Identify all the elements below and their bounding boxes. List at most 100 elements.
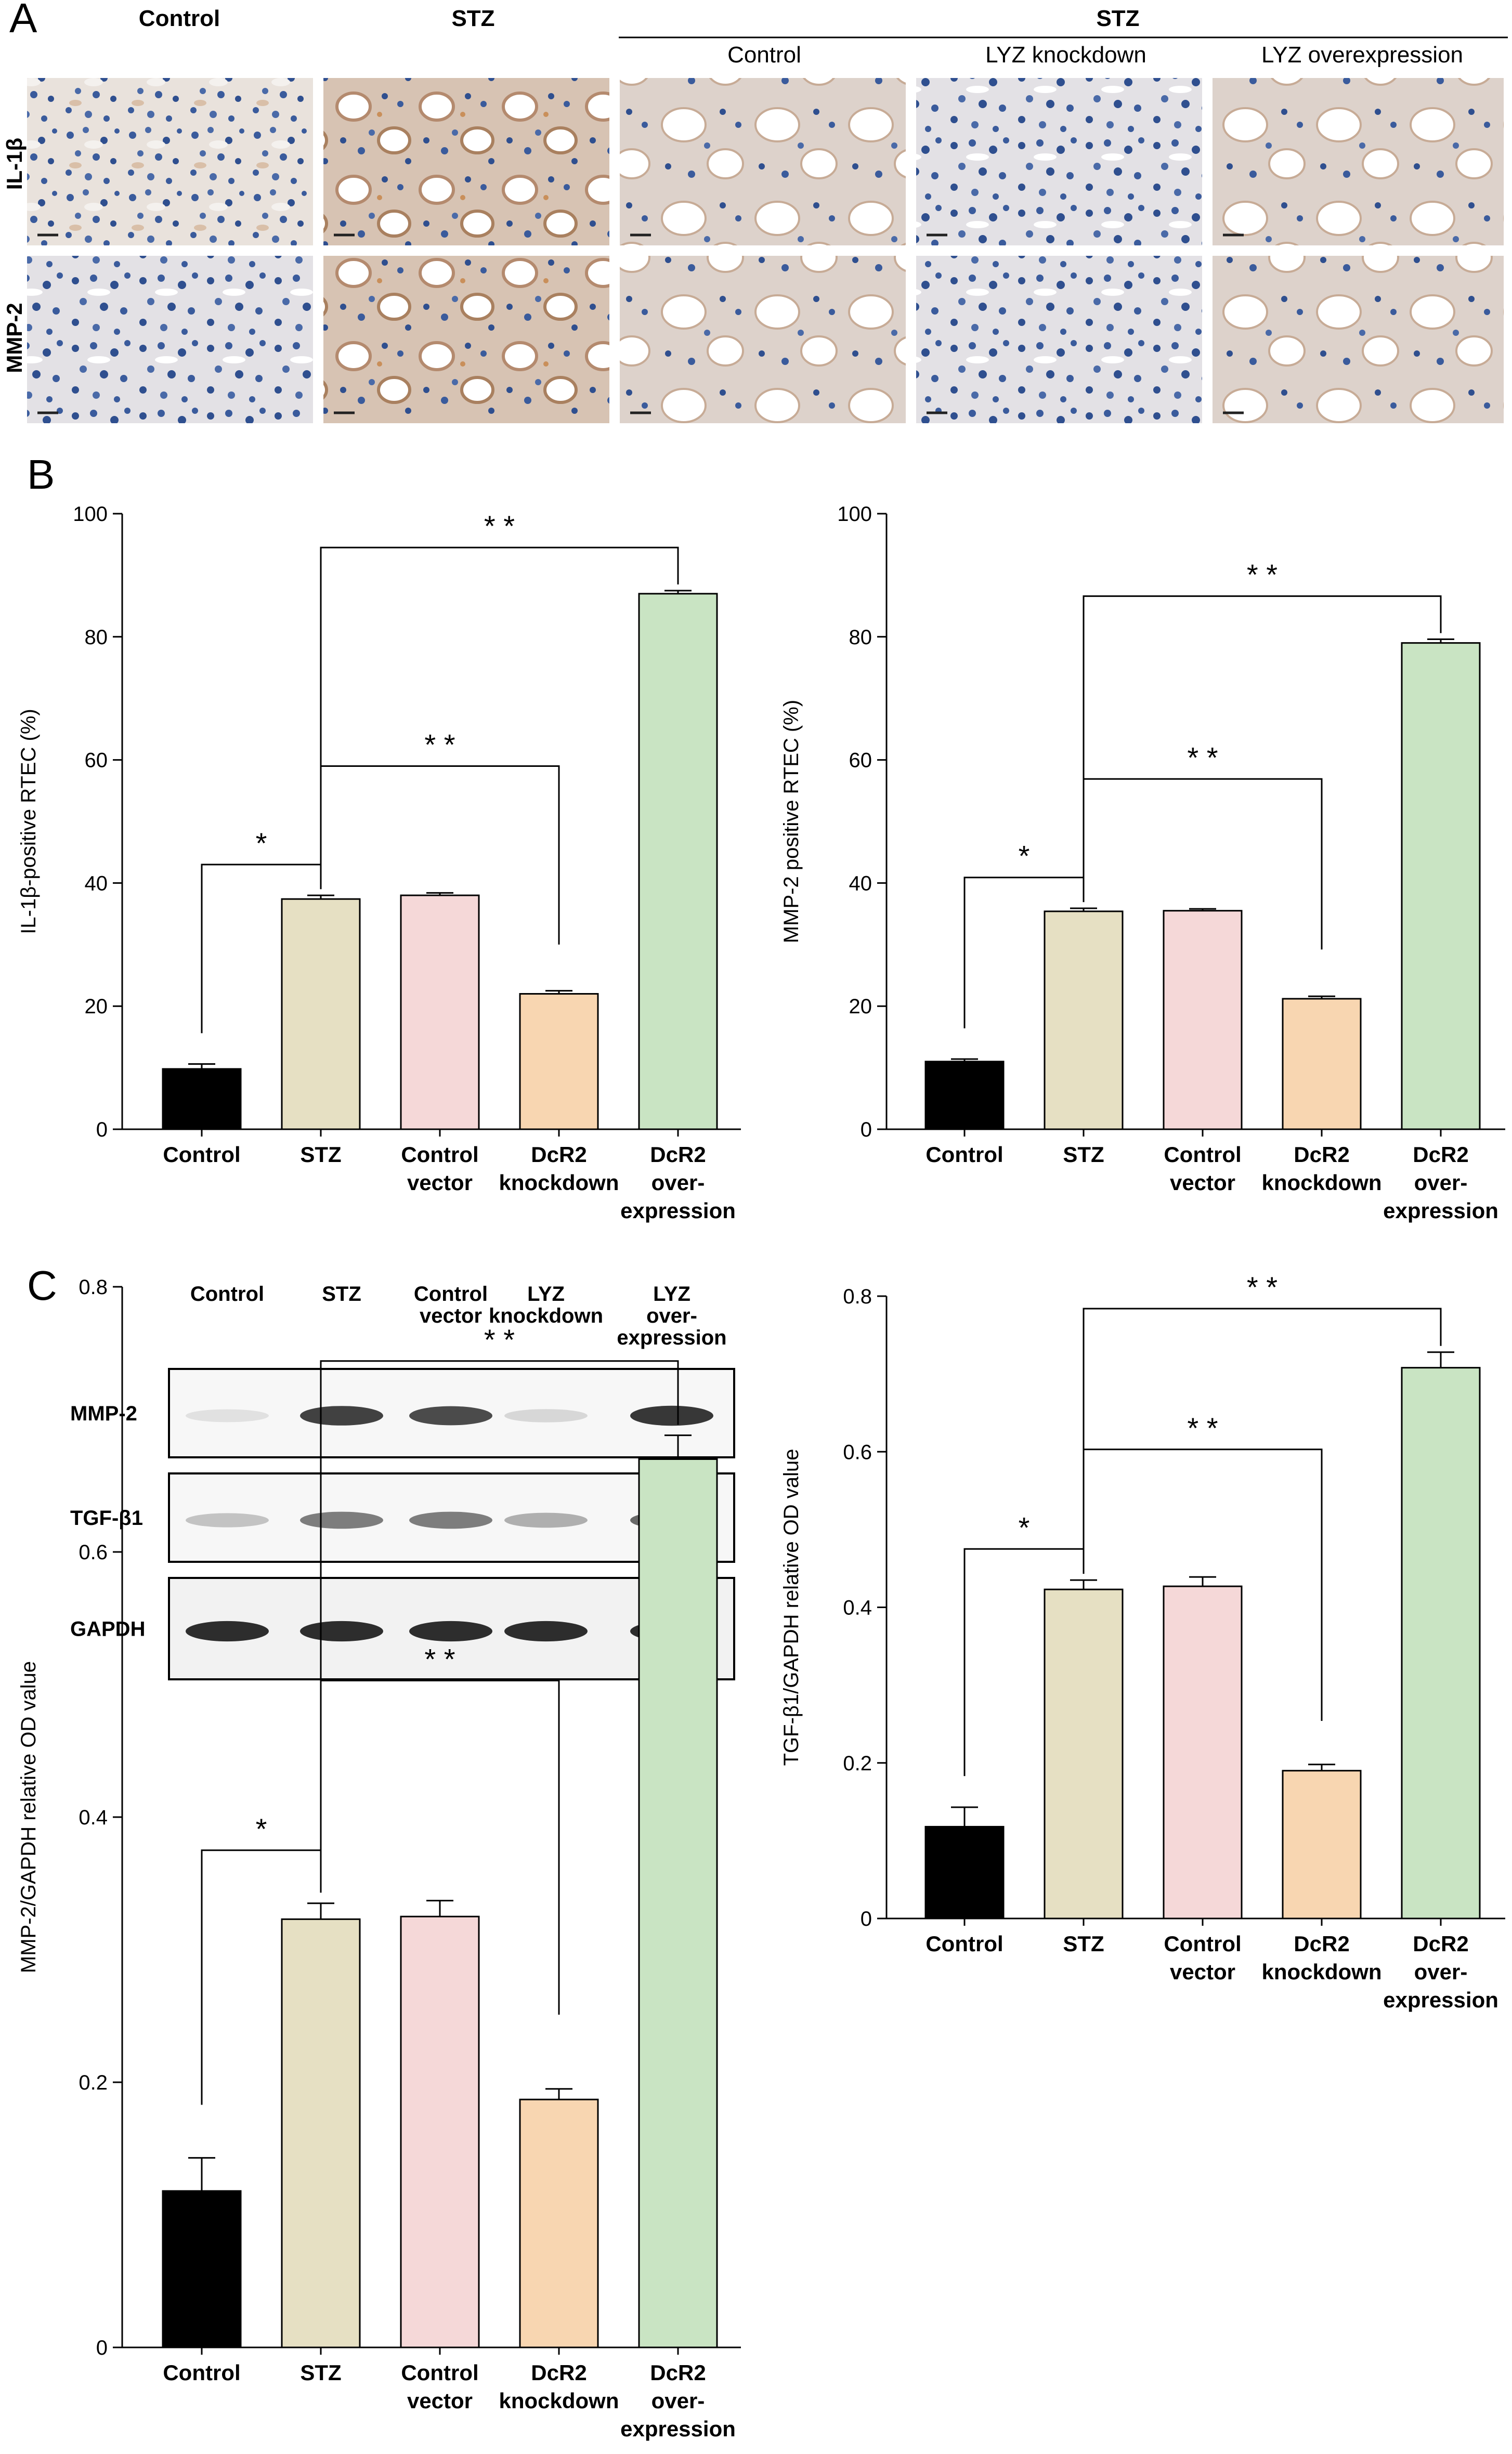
y-tick-label: 0 — [96, 1118, 108, 1141]
panel-a-subgroup-knockdown: LYZ knockdown — [985, 42, 1146, 68]
panel-letter-c: C — [27, 1262, 57, 1309]
blot-band — [300, 1511, 383, 1529]
y-axis-label: MMP-2 positive RTEC (%) — [780, 700, 803, 943]
y-tick-label: 0.6 — [843, 1441, 872, 1464]
x-tick-label: knockdown — [1261, 1170, 1381, 1195]
blot-band — [630, 1405, 713, 1426]
y-tick-label: 60 — [85, 749, 108, 772]
x-tick-label: over- — [1414, 1960, 1468, 1984]
bar — [400, 1915, 480, 2348]
micrograph-mmp2-stz — [323, 256, 609, 423]
x-tick-label: DcR2 — [1294, 1142, 1349, 1167]
y-tick-label: 0.8 — [843, 1285, 872, 1308]
panel-a-subgroup-overexpression: LYZ overexpression — [1261, 42, 1463, 68]
x-tick-label: vector — [1170, 1170, 1235, 1195]
y-tick-label: 0 — [96, 2336, 108, 2359]
blot-lane-label: knockdown — [489, 1304, 603, 1327]
panel-a-header-stz: STZ — [451, 6, 494, 31]
chart-mmp2-positive-rtec: 0 20 40 60 80 100 MMP-2 positive RTEC (%) Contr… — [780, 503, 1505, 1223]
chart-mmp2-gapdh-od: 0 0.2 0.4 0.6 0.8 MMP-2/GAPDH relative OD val… — [17, 1276, 741, 2441]
bar — [1163, 1585, 1243, 1920]
micrograph-il1b-control — [27, 78, 313, 245]
x-tick-label: over- — [651, 2388, 705, 2413]
significance-label: * — [256, 1812, 267, 1845]
x-tick-label: over- — [1414, 1170, 1468, 1195]
significance-bracket — [320, 546, 679, 865]
micrograph-il1b-lyz-overexpression — [1213, 78, 1504, 245]
x-tick-label: STZ — [300, 1142, 341, 1167]
blot-lane-label: LYZ — [527, 1283, 565, 1306]
blot-band — [504, 1512, 588, 1528]
x-tick-label: knockdown — [1261, 1960, 1381, 1984]
blot-lane-label: Control — [414, 1283, 488, 1306]
y-tick-label: 0 — [861, 1118, 872, 1141]
y-tick-label: 100 — [837, 503, 872, 526]
x-tick-label: STZ — [1063, 1931, 1104, 1956]
blot-band — [409, 1511, 492, 1529]
significance-bracket — [1083, 595, 1442, 878]
bar — [1401, 642, 1481, 1130]
x-tick-label: Control — [1164, 1931, 1241, 1956]
y-tick-label: 0.8 — [79, 1276, 108, 1299]
significance-bracket — [201, 1849, 322, 2105]
bar — [281, 898, 361, 1130]
bar — [162, 1068, 242, 1130]
x-tick-label: expression — [620, 2417, 736, 2441]
y-tick-label: 20 — [85, 995, 108, 1018]
chart-il1b-positive-rtec: 0 20 40 60 80 100 IL-1β-positive RTEC (%) Contr… — [17, 503, 741, 1223]
x-tick-label: DcR2 — [1413, 1931, 1468, 1956]
bar — [519, 2098, 599, 2348]
x-tick-label: DcR2 — [1413, 1142, 1468, 1167]
blot-protein-label: MMP-2 — [70, 1402, 137, 1425]
significance-label: * * — [1187, 1412, 1218, 1444]
y-axis-label: TGF-β1/GAPDH relative OD value — [780, 1449, 803, 1766]
micrograph-il1b-stz — [323, 78, 609, 245]
significance-label: * * — [1247, 558, 1278, 591]
y-axis-label: IL-1β-positive RTEC (%) — [17, 709, 40, 934]
significance-label: * * — [424, 1642, 455, 1675]
bar — [924, 1825, 1005, 1920]
blot-band — [409, 1406, 492, 1426]
blot-band — [186, 1621, 269, 1642]
y-tick-label: 40 — [849, 872, 872, 895]
significance-label: * * — [484, 510, 515, 542]
significance-label: * — [256, 827, 267, 859]
bar — [281, 1918, 361, 2348]
panel-a-row-label-il1b: IL-1β — [2, 138, 27, 190]
bar — [924, 1061, 1005, 1130]
blot-band — [186, 1409, 269, 1422]
y-tick-label: 0.4 — [843, 1597, 872, 1620]
micrograph-mmp2-control — [27, 256, 313, 423]
chart-tgfb1-gapdh-od: 0 0.2 0.4 0.6 0.8 TGF-β1/GAPDH relative OD va… — [780, 1271, 1505, 2012]
x-tick-label: Control — [926, 1142, 1003, 1167]
significance-label: * * — [484, 1323, 515, 1356]
x-tick-label: expression — [1383, 1198, 1498, 1223]
blot-band — [300, 1406, 383, 1426]
micrograph-mmp2-lyz-overexpression — [1213, 256, 1504, 423]
micrograph-il1b-stz-control — [620, 78, 906, 245]
x-tick-label: expression — [1383, 1988, 1498, 2012]
panel-a-header-control: Control — [139, 6, 220, 31]
y-tick-label: 100 — [73, 503, 108, 526]
bar — [638, 593, 718, 1130]
x-tick-label: Control — [401, 2360, 478, 2385]
blot-lane-label: over- — [646, 1304, 697, 1327]
x-tick-label: vector — [1170, 1960, 1235, 1984]
blot-lane-label: vector — [420, 1304, 482, 1327]
x-tick-label: knockdown — [499, 2388, 619, 2413]
bar — [162, 2190, 242, 2348]
x-tick-label: Control — [163, 1142, 240, 1167]
x-tick-label: STZ — [1063, 1142, 1104, 1167]
blot-lane-label: STZ — [322, 1283, 361, 1306]
micrograph-il1b-lyz-knockdown — [916, 78, 1202, 245]
x-tick-label: DcR2 — [531, 1142, 586, 1167]
significance-label: * — [1019, 1511, 1030, 1544]
y-tick-label: 0.4 — [79, 1806, 108, 1829]
bar — [638, 1458, 718, 2348]
panel-a-group-header: STZ — [1096, 6, 1139, 31]
significance-bracket — [320, 1360, 679, 1850]
bar — [1282, 998, 1362, 1130]
blot-band — [186, 1513, 269, 1528]
panel-letter-b: B — [27, 451, 55, 498]
bar — [1163, 910, 1243, 1130]
